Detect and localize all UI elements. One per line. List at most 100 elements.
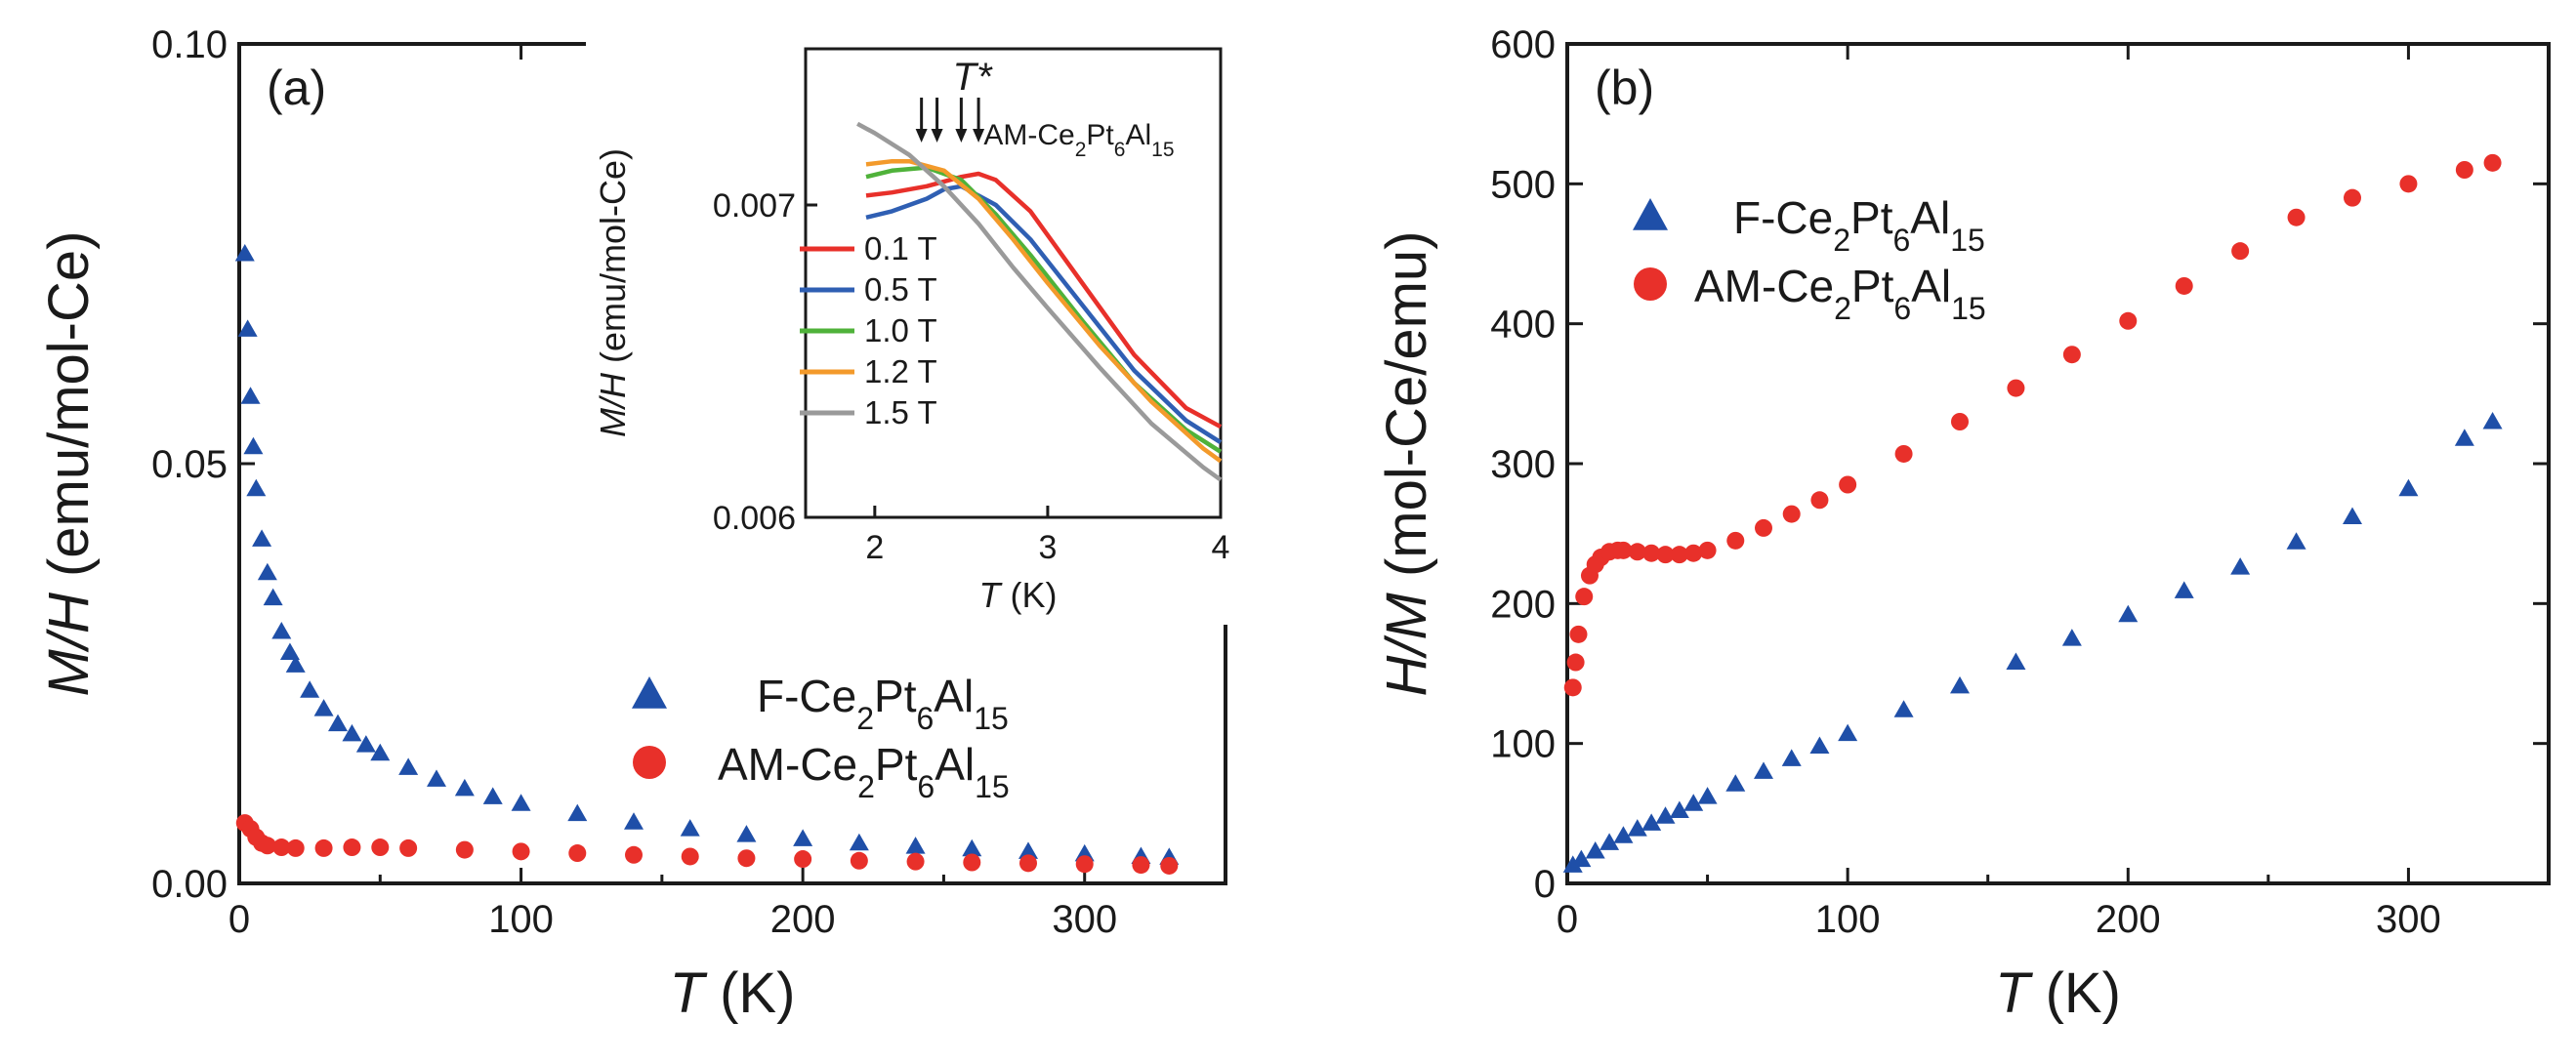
inset-y-tick-label: 0.007 <box>713 187 796 225</box>
data-point <box>1642 544 1661 562</box>
inset-legend-label: 1.0 T <box>864 312 937 348</box>
data-point <box>2061 629 2082 646</box>
data-point <box>2344 188 2361 207</box>
data-point <box>1839 475 1857 494</box>
data-point <box>1754 761 1773 779</box>
data-point <box>1697 787 1718 804</box>
panel-b: 0 100 200 300 0 100 200 300 400 500 600 T (K) H/M (m… <box>1375 23 2551 1025</box>
data-point <box>1698 541 1717 559</box>
data-point <box>2287 208 2306 226</box>
data-point <box>1075 855 1094 874</box>
data-point <box>243 436 264 455</box>
data-point <box>2482 412 2503 429</box>
data-point <box>680 819 700 837</box>
data-point <box>568 844 587 863</box>
y-tick-label: 0.00 <box>151 863 228 906</box>
data-point <box>2174 581 2194 598</box>
data-point <box>681 847 699 866</box>
data-point <box>962 838 982 857</box>
data-point <box>737 849 756 868</box>
data-point <box>1641 813 1662 831</box>
data-point <box>2118 604 2139 623</box>
series-circle <box>1563 153 2502 697</box>
data-point <box>246 478 267 497</box>
data-point <box>240 387 261 404</box>
inset-curve <box>865 165 1223 454</box>
tstar-arrow-head <box>955 129 968 143</box>
data-point <box>1838 723 1858 742</box>
data-point <box>625 845 643 864</box>
y-tick-label: 200 <box>1490 583 1556 626</box>
inset-x-tick-label: 4 <box>1212 529 1230 566</box>
inset-legend-label: 0.1 T <box>864 230 937 266</box>
y-tick-label: 0.10 <box>151 23 228 66</box>
data-point <box>257 562 277 581</box>
data-point <box>427 769 446 787</box>
inset-x-tick-label: 3 <box>1038 529 1057 566</box>
inset-y-tick-label: 0.006 <box>713 500 796 537</box>
data-point <box>1614 541 1633 559</box>
data-point <box>1951 413 1969 430</box>
data-point <box>1628 543 1646 561</box>
legend-marker-circle <box>633 746 666 779</box>
y-tick-label: 400 <box>1490 304 1556 347</box>
series-triangle <box>1562 412 2503 873</box>
inset-curve <box>856 121 1223 482</box>
data-point <box>1726 531 1745 550</box>
data-point <box>285 655 306 673</box>
x-axis-label: T (K) <box>670 961 796 1025</box>
data-point <box>794 850 812 869</box>
data-point <box>399 838 418 857</box>
data-point <box>252 529 272 547</box>
data-point <box>624 812 644 830</box>
inset-y-axis-label: M/H (emu/mol-Ce) <box>593 148 633 437</box>
inset-curve <box>865 158 1223 464</box>
data-point <box>1683 794 1704 811</box>
data-point <box>2454 429 2474 446</box>
data-point <box>1562 855 1583 873</box>
tstar-label: T* <box>953 56 993 99</box>
data-point <box>1160 856 1179 875</box>
data-point <box>2006 652 2026 671</box>
inset-legend-label: 0.5 T <box>864 271 937 307</box>
tstar-arrow-head <box>931 129 943 143</box>
data-point <box>2398 478 2419 497</box>
data-point <box>1684 544 1703 562</box>
data-point <box>454 778 475 797</box>
legend-marker-triangle <box>1633 198 1668 230</box>
data-point <box>1613 826 1634 843</box>
data-point <box>2007 379 2025 397</box>
data-point <box>355 735 376 753</box>
data-point <box>963 853 981 872</box>
data-point <box>455 840 474 859</box>
data-point <box>906 852 925 871</box>
data-point <box>2062 346 2081 364</box>
data-point <box>736 825 757 842</box>
data-point <box>1809 736 1830 755</box>
inset-legend-label: 1.5 T <box>864 394 937 430</box>
data-point <box>1018 841 1038 859</box>
data-point <box>511 794 531 811</box>
legend-label: F-Ce2Pt6Al15 <box>757 671 1009 736</box>
y-tick-label: 300 <box>1490 443 1556 486</box>
legend-label: AM-Ce2Pt6Al15 <box>1694 261 1986 326</box>
data-point <box>1894 444 1913 463</box>
data-point <box>1132 856 1150 875</box>
panel-a-inset: 2 3 4 0.006 0.007 T (K) M/H (emu/mol-Ce) 0.1 T 0… <box>586 39 1235 625</box>
data-point <box>2231 242 2250 261</box>
legend-label: AM-Ce2Pt6Al15 <box>718 739 1010 804</box>
x-tick-label: 0 <box>229 898 250 941</box>
inset-curve <box>865 184 1223 445</box>
x-tick-label: 100 <box>488 898 554 941</box>
data-point <box>300 680 320 698</box>
data-point <box>1810 491 1829 510</box>
data-point <box>286 838 305 857</box>
data-point <box>512 842 530 861</box>
data-point <box>1670 546 1688 564</box>
data-point <box>1571 849 1592 868</box>
data-point <box>271 622 292 639</box>
x-tick-label: 200 <box>2096 898 2161 941</box>
data-point <box>371 838 390 857</box>
data-point <box>1566 653 1585 672</box>
